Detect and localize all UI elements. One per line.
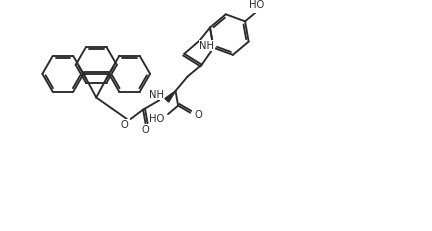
Text: O: O: [195, 109, 203, 120]
Text: NH: NH: [199, 41, 214, 51]
Text: HO: HO: [149, 114, 164, 124]
Text: HO: HO: [249, 0, 264, 10]
Text: O: O: [120, 120, 128, 130]
Text: O: O: [142, 125, 149, 135]
Polygon shape: [165, 91, 175, 102]
Text: NH: NH: [149, 90, 164, 100]
